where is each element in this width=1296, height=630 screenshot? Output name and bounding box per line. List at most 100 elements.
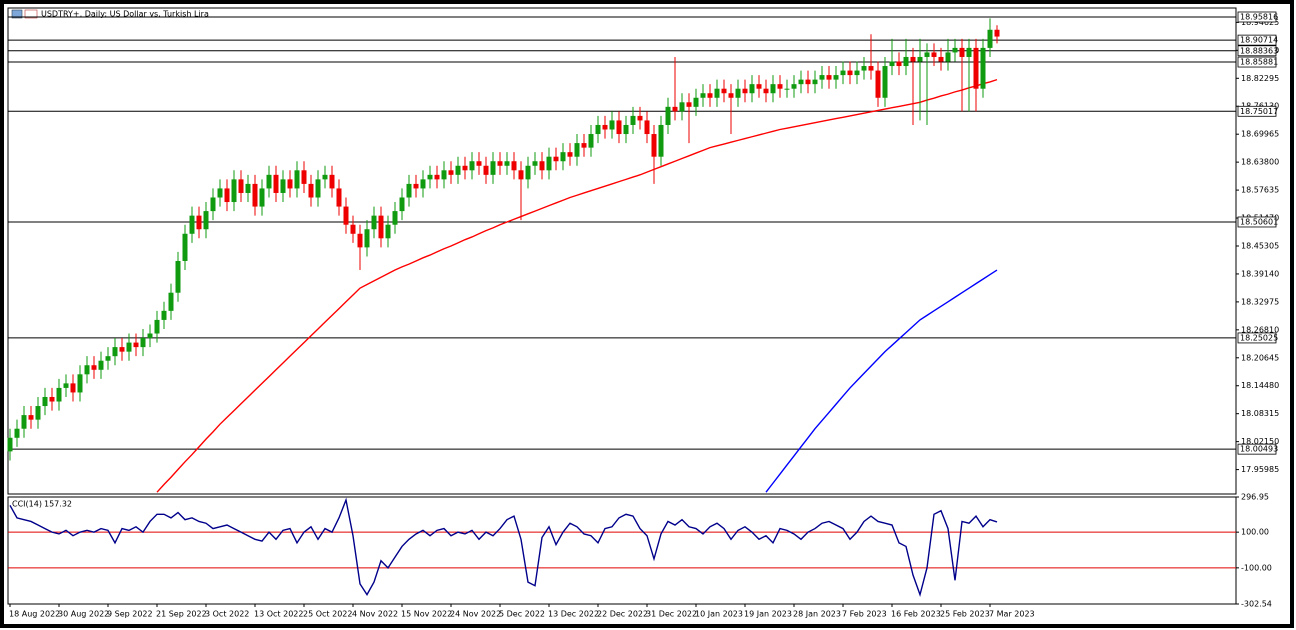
candle-body xyxy=(413,183,419,189)
level-label: 18.90714 xyxy=(1240,36,1278,45)
candle-body xyxy=(931,52,937,57)
level-label: 18.85881 xyxy=(1240,58,1278,67)
candle-body xyxy=(280,179,286,193)
candle-body xyxy=(987,29,993,48)
candle-body xyxy=(728,93,734,98)
candle-body xyxy=(56,387,62,402)
candle-body xyxy=(574,143,580,157)
candle-body xyxy=(238,179,244,193)
candle-body xyxy=(126,342,132,352)
candle-body xyxy=(672,106,678,112)
x-tick-label: 9 Sep 2022 xyxy=(107,610,153,619)
y-tick-label: 18.08315 xyxy=(1241,409,1279,418)
cci-last-value: 157.32 xyxy=(44,500,72,509)
x-tick-label: 31 Dec 2022 xyxy=(646,610,697,619)
candle-body xyxy=(28,415,34,420)
candle-body xyxy=(560,152,566,162)
candle-body xyxy=(973,47,979,89)
candle-body xyxy=(217,188,223,198)
candle-body xyxy=(434,174,440,180)
candle-body xyxy=(924,52,930,57)
candle-body xyxy=(140,338,146,348)
candle-body xyxy=(133,342,139,348)
candle-body xyxy=(245,183,251,193)
candle-body xyxy=(350,224,356,234)
y-tick-label: 18.69965 xyxy=(1241,130,1279,139)
x-tick-label: 13 Oct 2022 xyxy=(254,610,303,619)
candle-body xyxy=(847,70,853,76)
cci-plot xyxy=(7,496,1237,605)
candle-body xyxy=(385,224,391,239)
candle-body xyxy=(819,75,825,80)
chart-icon xyxy=(24,9,38,19)
candle-body xyxy=(721,88,727,94)
y-tick-label: 296.95 xyxy=(1241,493,1269,502)
candle-body xyxy=(49,396,55,402)
candle-body xyxy=(966,47,972,57)
candle-body xyxy=(917,56,923,62)
candle-body xyxy=(952,47,958,53)
candle-body xyxy=(938,56,944,62)
x-tick-label: 16 Feb 2023 xyxy=(891,610,941,619)
candle-body xyxy=(994,29,1000,37)
candle-body xyxy=(161,310,167,320)
level-label-box xyxy=(1237,56,1277,68)
candle-body xyxy=(448,170,454,175)
level-label-box xyxy=(1237,216,1277,228)
candle-body xyxy=(476,161,482,166)
candle-body xyxy=(693,97,699,107)
candle-body xyxy=(980,47,986,89)
candle-body xyxy=(658,124,664,157)
candle-body xyxy=(462,165,468,171)
candle-body xyxy=(210,197,216,212)
candle-body xyxy=(903,56,909,67)
y-tick-label: 18.63800 xyxy=(1241,158,1279,167)
x-tick-label: 25 Oct 2022 xyxy=(303,610,352,619)
candle-body xyxy=(84,365,90,375)
candle-body xyxy=(623,124,629,135)
x-tick-label: 24 Nov 2022 xyxy=(450,610,501,619)
moving-average xyxy=(156,78,998,493)
level-label-box xyxy=(1237,332,1277,344)
candle-body xyxy=(259,188,265,207)
candle-body xyxy=(595,124,601,135)
candle-body xyxy=(707,93,713,98)
x-tick-label: 4 Nov 2022 xyxy=(352,610,398,619)
candle-body xyxy=(371,215,377,230)
x-tick-label: 13 Dec 2022 xyxy=(548,610,599,619)
candle-body xyxy=(616,120,622,135)
x-tick-label: 15 Nov 2022 xyxy=(401,610,452,619)
candle-body xyxy=(665,106,671,125)
candle-body xyxy=(532,161,538,166)
level-label-box xyxy=(1237,45,1277,57)
y-tick-label: 18.26810 xyxy=(1241,325,1279,334)
candle-body xyxy=(308,183,314,198)
candle-body xyxy=(910,56,916,62)
candle-body xyxy=(784,88,790,90)
candle-body xyxy=(112,347,118,357)
candle-body xyxy=(686,102,692,107)
candle-body xyxy=(119,347,125,352)
candle-body xyxy=(714,88,720,98)
candle-body xyxy=(294,170,300,189)
candle-body xyxy=(875,70,881,98)
candle-body xyxy=(378,215,384,239)
candle-body xyxy=(735,88,741,98)
candle-body xyxy=(840,70,846,76)
y-tick-label: 18.32975 xyxy=(1241,297,1279,306)
candle-body xyxy=(14,428,20,438)
candle-body xyxy=(553,156,559,162)
candle-body xyxy=(546,156,552,171)
candle-body xyxy=(301,170,307,184)
candle-body xyxy=(70,383,76,393)
candle-body xyxy=(805,79,811,85)
candle-body xyxy=(798,79,804,85)
chart-title: USDTRY+, Daily: US Dollar vs. Turkish Li… xyxy=(41,10,209,19)
candle-body xyxy=(469,161,475,171)
candle-body xyxy=(315,179,321,198)
cci-line xyxy=(9,497,998,597)
candle-body xyxy=(399,197,405,212)
candle-body xyxy=(742,88,748,94)
moving-average xyxy=(765,269,998,493)
